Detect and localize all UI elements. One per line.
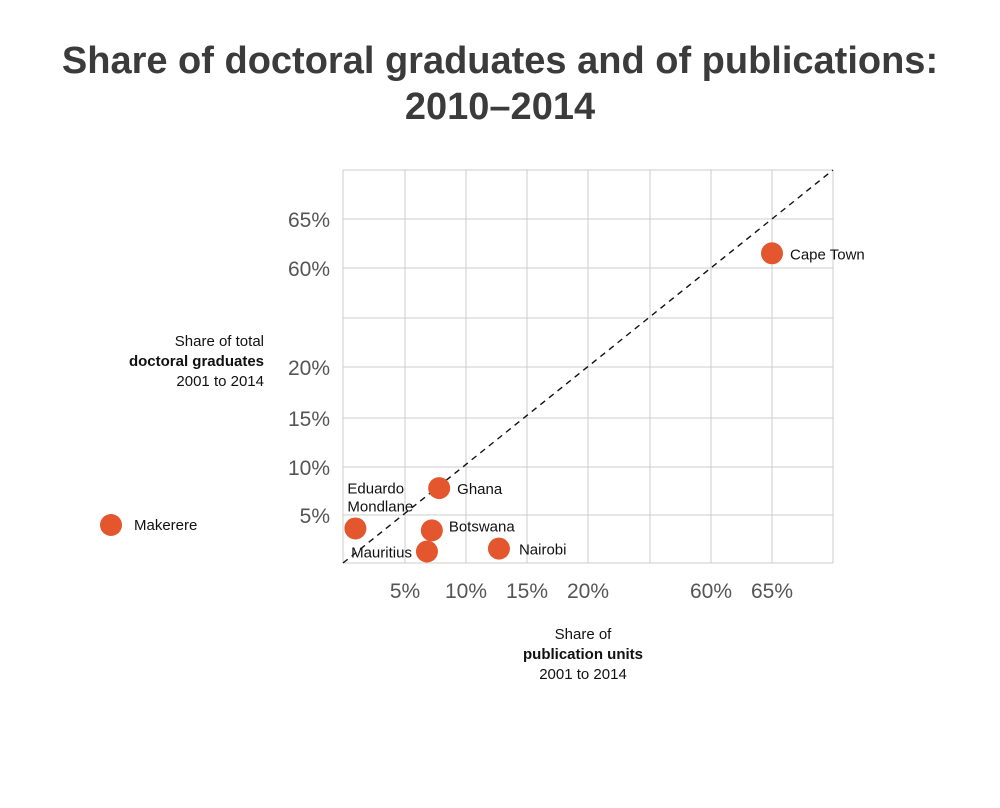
data-point-label: Cape Town bbox=[790, 246, 865, 263]
title-line-2: 2010–2014 bbox=[404, 86, 596, 128]
plot-grid bbox=[342, 169, 834, 564]
x-tick-label: 15% bbox=[506, 580, 548, 603]
chart-title: Share of doctoral graduates and of publi… bbox=[0, 38, 1000, 130]
data-point-label: Eduardo bbox=[347, 480, 404, 497]
y-tick-label: 5% bbox=[300, 505, 330, 528]
x-tick-label: 60% bbox=[690, 580, 732, 603]
x-axis-label-line-1: Share of bbox=[554, 626, 612, 643]
data-point bbox=[428, 477, 451, 500]
x-tick-label: 5% bbox=[390, 580, 420, 603]
x-axis-label-line-3: 2001 to 2014 bbox=[539, 666, 627, 683]
legend-label: Makerere bbox=[134, 516, 198, 534]
x-axis-label-line-2: publication units bbox=[523, 646, 643, 663]
y-tick-label: 10% bbox=[288, 457, 330, 480]
x-axis-label: Share of publication units 2001 to 2014 bbox=[470, 625, 696, 685]
y-tick-label: 20% bbox=[288, 357, 330, 380]
x-tick-label: 65% bbox=[751, 580, 793, 603]
y-tick-label: 15% bbox=[288, 408, 330, 431]
data-point bbox=[344, 517, 367, 540]
diagonal-reference-line bbox=[342, 169, 834, 564]
legend: Makerere bbox=[100, 514, 197, 536]
legend-marker bbox=[100, 514, 122, 536]
data-point-label: Mondlane bbox=[347, 498, 413, 515]
data-point bbox=[415, 540, 438, 563]
data-point-label: Botswana bbox=[449, 518, 516, 535]
y-axis-label-line-3: 2001 to 2014 bbox=[176, 373, 264, 390]
data-point-label: Nairobi bbox=[519, 542, 567, 559]
x-tick-label: 10% bbox=[445, 580, 487, 603]
y-axis-label-line-1: Share of total bbox=[174, 333, 264, 350]
x-tick-label: 20% bbox=[567, 580, 609, 603]
data-point-label: Ghana bbox=[457, 481, 503, 498]
data-point-label: Mauritius bbox=[351, 544, 412, 561]
data-point bbox=[487, 537, 510, 560]
y-axis-label-line-2: doctoral graduates bbox=[128, 353, 264, 370]
y-axis-label: Share of total doctoral graduates 2001 t… bbox=[60, 332, 264, 392]
data-point bbox=[420, 519, 443, 542]
y-tick-label: 65% bbox=[288, 209, 330, 232]
y-tick-label: 60% bbox=[288, 258, 330, 281]
title-line-1: Share of doctoral graduates and of publi… bbox=[61, 40, 939, 82]
axis-ticks: 5% 10% 15% 20% 60% 65% 5% 10% 15% 20% 60% 65% bbox=[288, 209, 793, 603]
data-point bbox=[761, 242, 783, 265]
